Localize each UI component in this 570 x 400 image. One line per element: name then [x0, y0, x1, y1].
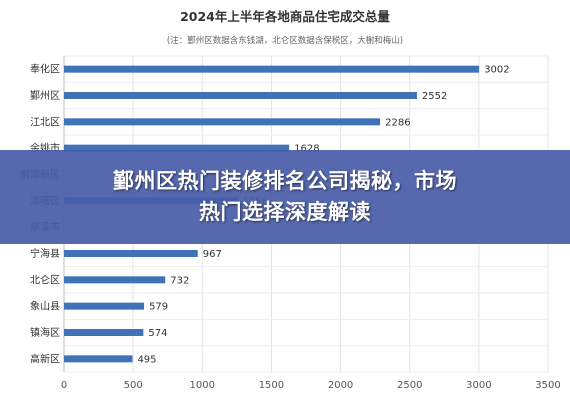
x-tick-label: 500 [124, 380, 143, 391]
bar [64, 144, 290, 152]
bar [64, 92, 417, 99]
x-tick-label: 3500 [535, 380, 560, 391]
chart-title: 2024年上半年各地商品住宅成交总量 [180, 9, 390, 24]
x-tick-label: 2000 [328, 380, 353, 391]
data-label: 2552 [422, 91, 447, 102]
data-label: 732 [170, 275, 189, 286]
data-label: 1628 [294, 144, 319, 155]
bar [64, 329, 144, 336]
bar [64, 65, 480, 73]
x-tick-label: 1500 [259, 380, 284, 391]
y-tick-label: 奉化区 [30, 63, 60, 76]
data-label: 3002 [484, 65, 509, 76]
y-tick-label: 北仑区 [30, 273, 60, 286]
banner-line-1: 鄞州区热门装修排名公司揭秘，市场 [113, 169, 457, 193]
y-tick-label: 鄞州区 [30, 89, 60, 102]
data-label: 574 [148, 328, 167, 339]
y-tick-label: 象山县 [30, 301, 60, 313]
x-tick-label: 2500 [397, 380, 422, 391]
chart-subtitle: (注：鄞州区数据含东钱湖，北仑区数据含保税区，大榭和梅山) [167, 35, 403, 46]
bar [64, 250, 198, 257]
data-label: 579 [149, 302, 168, 313]
bar [64, 355, 133, 363]
y-tick-label: 镇海区 [30, 326, 60, 339]
y-tick-label: 高新区 [30, 352, 60, 365]
x-tick-label: 3000 [466, 380, 491, 391]
y-tick-label: 江北区 [30, 116, 60, 128]
bar [64, 118, 381, 126]
banner-line-2: 热门选择深度解读 [199, 200, 371, 224]
y-tick-label: 宁海县 [30, 247, 60, 260]
headline-banner: 鄞州区热门装修排名公司揭秘，市场 热门选择深度解读 [0, 150, 570, 244]
bar [64, 302, 145, 310]
x-tick-label: 1000 [190, 380, 215, 391]
data-label: 2286 [385, 117, 410, 128]
x-tick-label: 0 [61, 380, 67, 391]
bar [64, 276, 166, 284]
data-label: 495 [137, 354, 156, 365]
data-label: 967 [203, 249, 222, 260]
